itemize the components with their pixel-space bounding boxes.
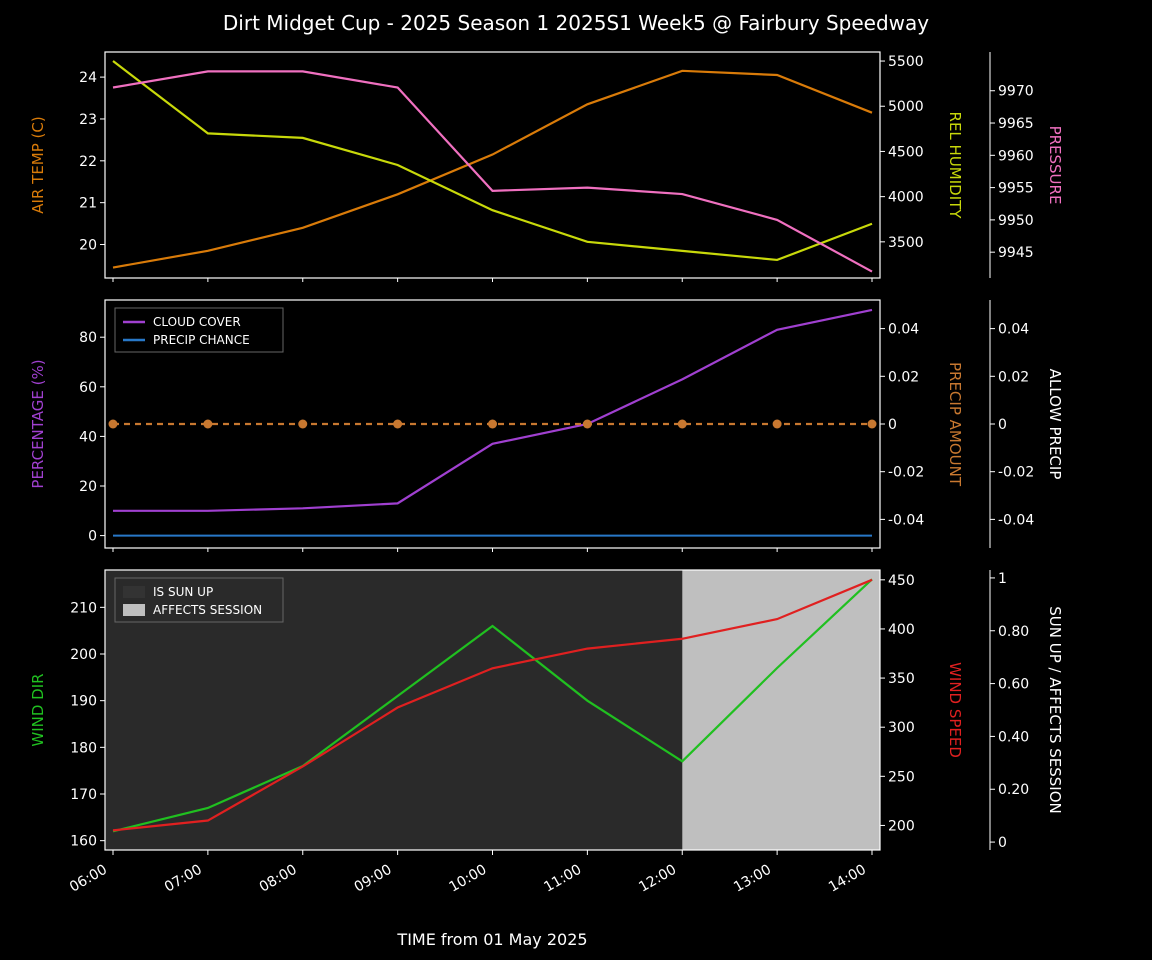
axis-label: PRECIP AMOUNT xyxy=(946,362,964,487)
tick-label: 9965 xyxy=(998,116,1034,132)
x-tick-label: 06:00 xyxy=(67,862,110,896)
legend-label: PRECIP CHANCE xyxy=(153,333,250,347)
axis-label: WIND SPEED xyxy=(946,662,964,758)
tick-label: 9970 xyxy=(998,84,1034,100)
axis-label: PERCENTAGE (%) xyxy=(29,359,47,488)
data-marker xyxy=(678,420,687,429)
data-marker xyxy=(488,420,497,429)
tick-label: 4500 xyxy=(888,144,924,160)
tick-label: 0.04 xyxy=(998,322,1029,338)
tick-label: -0.04 xyxy=(888,512,924,528)
tick-label: 0.60 xyxy=(998,677,1029,693)
tick-label: 21 xyxy=(79,196,97,212)
x-tick-label: 12:00 xyxy=(636,862,679,896)
x-tick-label: 11:00 xyxy=(541,862,584,896)
data-marker xyxy=(583,420,592,429)
axis-label: WIND DIR xyxy=(29,673,47,746)
tick-label: 20 xyxy=(79,238,97,254)
x-tick-label: 10:00 xyxy=(447,862,490,896)
tick-label: 250 xyxy=(888,769,915,785)
plot-area xyxy=(105,52,880,278)
x-axis-label: TIME from 01 May 2025 xyxy=(396,930,587,949)
tick-label: 9950 xyxy=(998,213,1034,229)
tick-label: 22 xyxy=(79,154,97,170)
tick-label: 1 xyxy=(998,571,1007,587)
tick-label: 300 xyxy=(888,720,915,736)
axis-label: ALLOW PRECIP xyxy=(1046,369,1064,480)
tick-label: 23 xyxy=(79,112,97,128)
tick-label: 9960 xyxy=(998,148,1034,164)
tick-label: 160 xyxy=(70,834,97,850)
tick-label: 3500 xyxy=(888,235,924,251)
tick-label: 400 xyxy=(888,622,915,638)
tick-label: 200 xyxy=(888,818,915,834)
tick-label: 0.40 xyxy=(998,729,1029,745)
tick-label: 170 xyxy=(70,787,97,803)
tick-label: 450 xyxy=(888,573,915,589)
chart-svg: Dirt Midget Cup - 2025 Season 1 2025S1 W… xyxy=(0,0,1152,960)
data-marker xyxy=(298,420,307,429)
axis-label: SUN UP / AFFECTS SESSION xyxy=(1046,606,1064,814)
axis-label: REL HUMIDITY xyxy=(946,112,964,220)
data-marker xyxy=(773,420,782,429)
legend-label: AFFECTS SESSION xyxy=(153,603,262,617)
x-tick-label: 07:00 xyxy=(162,862,205,896)
tick-label: 180 xyxy=(70,740,97,756)
tick-label: -0.02 xyxy=(998,465,1034,481)
x-tick-label: 09:00 xyxy=(352,862,395,896)
legend-label: CLOUD COVER xyxy=(153,315,241,329)
tick-label: 40 xyxy=(79,429,97,445)
tick-label: 0.04 xyxy=(888,322,919,338)
data-marker xyxy=(203,420,212,429)
tick-label: 80 xyxy=(79,330,97,346)
chart-title: Dirt Midget Cup - 2025 Season 1 2025S1 W… xyxy=(223,11,929,35)
tick-label: 200 xyxy=(70,647,97,663)
x-tick-label: 13:00 xyxy=(731,862,774,896)
data-marker xyxy=(868,420,877,429)
tick-label: 210 xyxy=(70,600,97,616)
x-tick-label: 08:00 xyxy=(257,862,300,896)
tick-label: 350 xyxy=(888,671,915,687)
data-marker xyxy=(109,420,118,429)
legend-swatch xyxy=(123,586,145,598)
tick-label: 0 xyxy=(998,835,1007,851)
axis-label: AIR TEMP (C) xyxy=(29,116,47,213)
tick-label: 0 xyxy=(998,417,1007,433)
tick-label: 190 xyxy=(70,694,97,710)
tick-label: 0.80 xyxy=(998,624,1029,640)
axis-label: PRESSURE xyxy=(1046,126,1064,205)
x-tick-label: 14:00 xyxy=(826,862,869,896)
tick-label: 9955 xyxy=(998,181,1034,197)
tick-label: 20 xyxy=(79,479,97,495)
tick-label: 4000 xyxy=(888,190,924,206)
tick-label: 0.02 xyxy=(998,369,1029,385)
affects-session-shade xyxy=(682,570,880,850)
legend-swatch xyxy=(123,604,145,616)
data-marker xyxy=(393,420,402,429)
chart-root: Dirt Midget Cup - 2025 Season 1 2025S1 W… xyxy=(0,0,1152,960)
tick-label: 0.20 xyxy=(998,782,1029,798)
tick-label: 9945 xyxy=(998,245,1034,261)
tick-label: 5500 xyxy=(888,54,924,70)
tick-label: 60 xyxy=(79,380,97,396)
tick-label: 24 xyxy=(79,70,97,86)
tick-label: -0.04 xyxy=(998,512,1034,528)
tick-label: 0 xyxy=(888,417,897,433)
tick-label: 0.02 xyxy=(888,369,919,385)
tick-label: 5000 xyxy=(888,99,924,115)
tick-label: -0.02 xyxy=(888,465,924,481)
tick-label: 0 xyxy=(88,529,97,545)
legend-label: IS SUN UP xyxy=(153,585,213,599)
